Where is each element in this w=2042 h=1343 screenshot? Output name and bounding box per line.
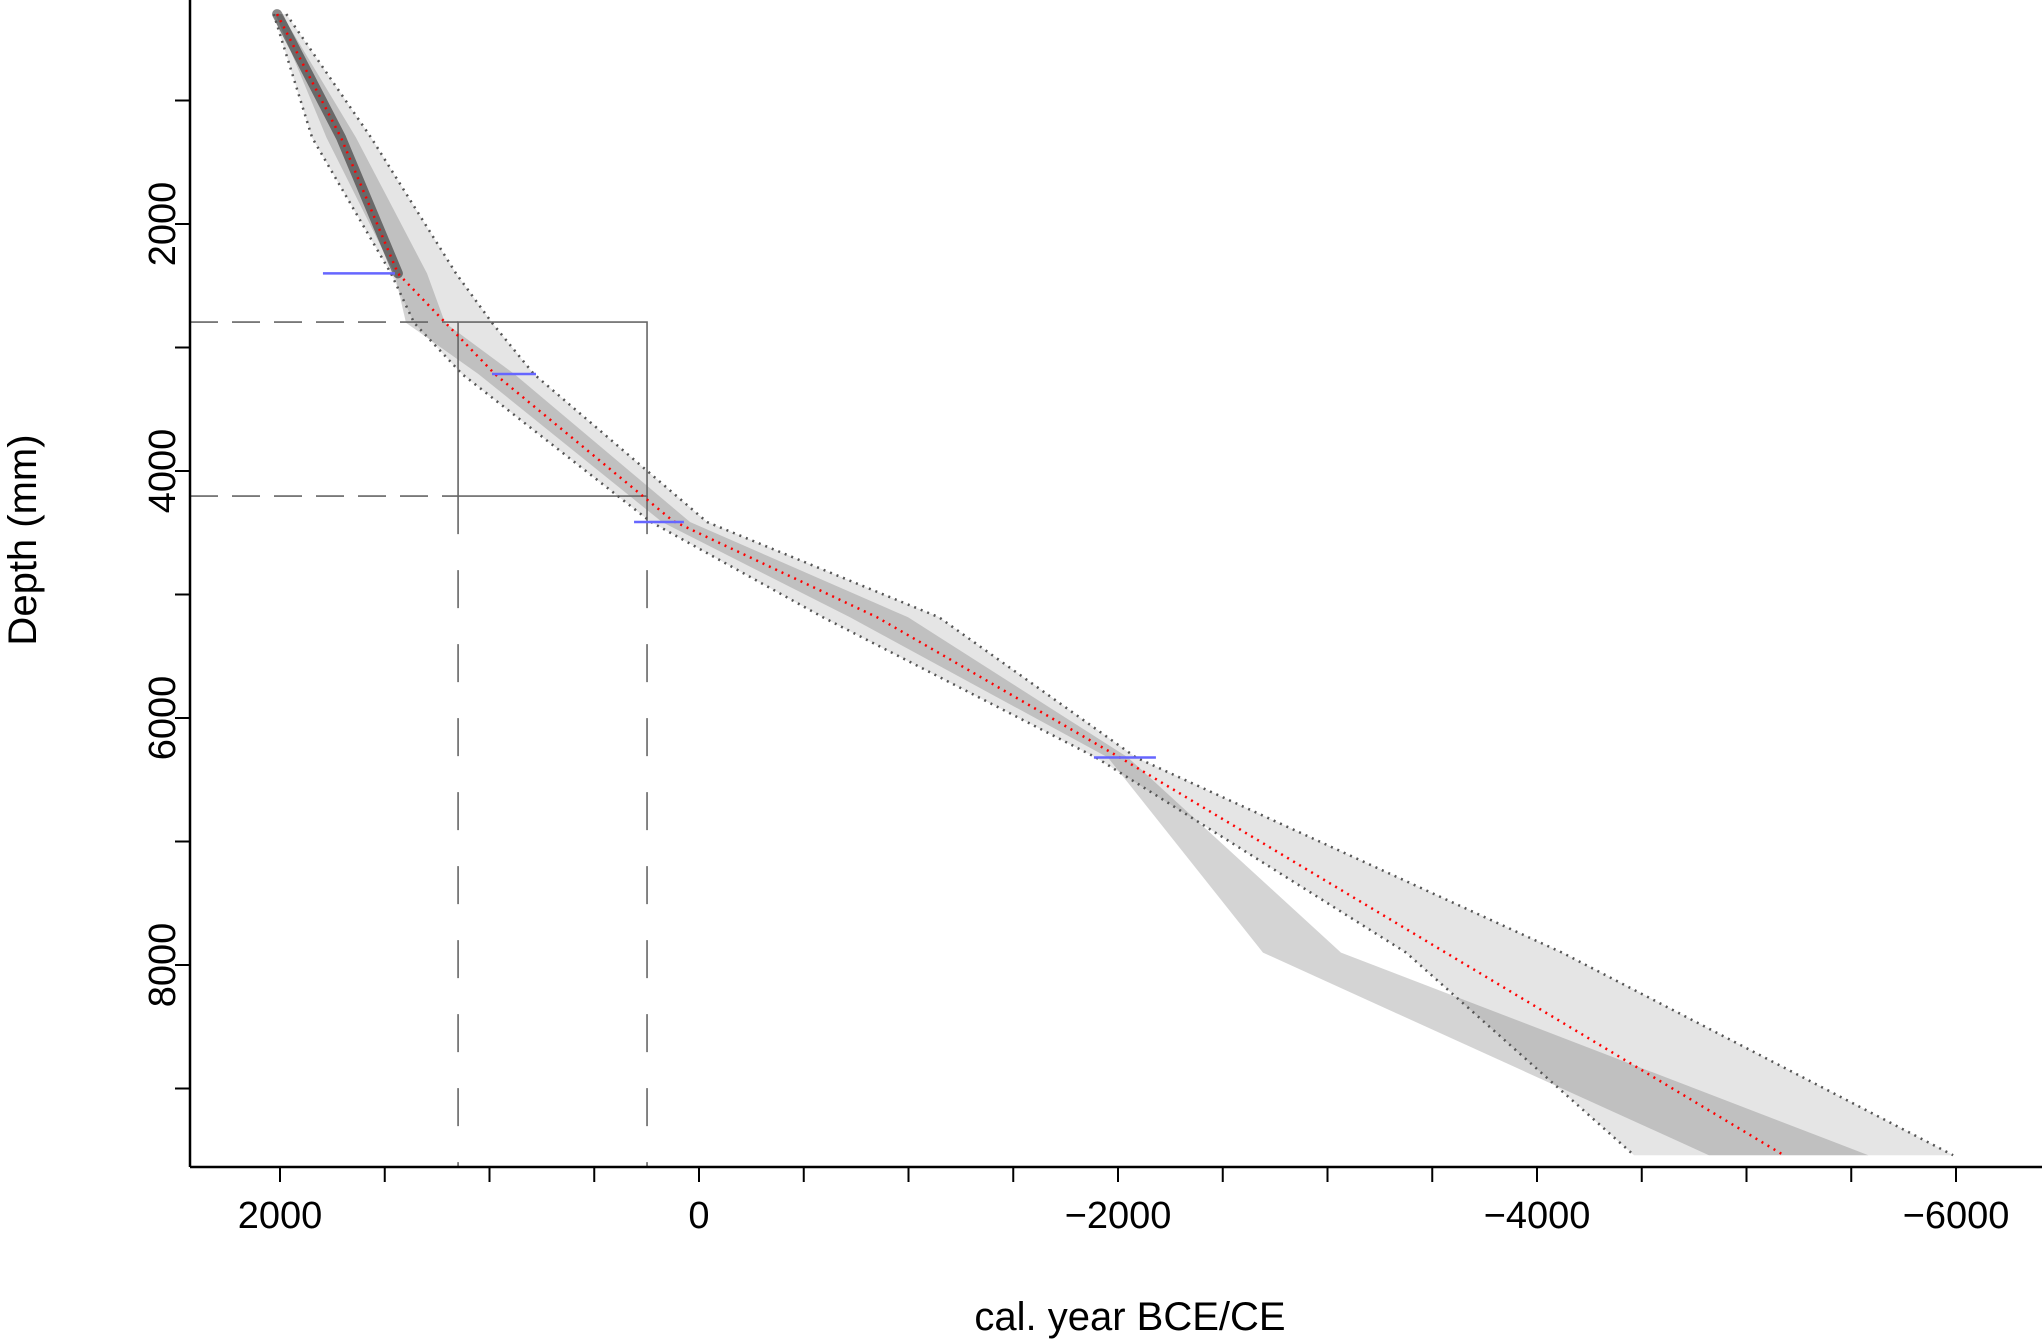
y-tick-label: 2000 [142, 182, 184, 267]
x-tick-label: −2000 [1065, 1195, 1172, 1237]
lower-bound-line [272, 13, 1635, 1157]
high-density-band [272, 9, 403, 279]
y-tick-label: 8000 [142, 923, 184, 1008]
x-axis-title: cal. year BCE/CE [974, 1295, 1285, 1339]
axes: 2000 0 −2000 −4000 −6000 2000 4000 6000 8000 [142, 0, 2042, 1237]
y-tick-label: 4000 [142, 429, 184, 514]
x-tick-label: 2000 [238, 1195, 323, 1237]
highlight-box-group [190, 321, 648, 1167]
x-tick-label: −4000 [1484, 1195, 1591, 1237]
uncertainty-shading [272, 9, 1954, 1156]
y-axis-title: Depth (mm) [1, 434, 45, 645]
dated-levels [322, 272, 1156, 759]
uncertainty-band [273, 14, 1954, 1156]
uncertainty-band-core [275, 14, 1869, 1156]
y-tick-label: 6000 [142, 676, 184, 761]
confidence-bounds [272, 13, 1954, 1157]
upper-bound-line [285, 13, 1954, 1157]
x-tick-label: 0 [688, 1195, 709, 1237]
x-tick-label: −6000 [1903, 1195, 2010, 1237]
highlight-box [457, 321, 648, 497]
